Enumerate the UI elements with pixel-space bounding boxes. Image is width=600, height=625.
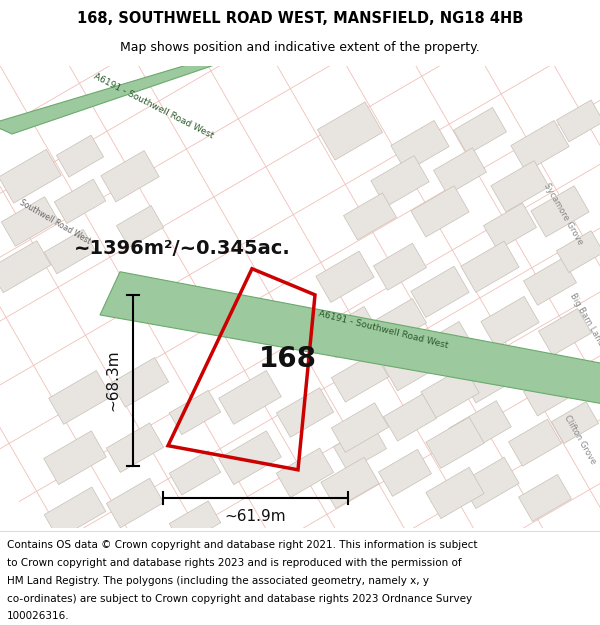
Polygon shape: [0, 241, 51, 292]
Polygon shape: [321, 458, 379, 509]
Polygon shape: [116, 206, 164, 248]
Polygon shape: [169, 451, 221, 495]
Polygon shape: [426, 468, 484, 519]
Polygon shape: [321, 306, 379, 358]
Polygon shape: [169, 390, 221, 435]
Polygon shape: [481, 296, 539, 348]
Polygon shape: [383, 394, 436, 441]
Polygon shape: [379, 449, 431, 496]
Polygon shape: [426, 417, 484, 468]
Text: ~61.9m: ~61.9m: [224, 509, 286, 524]
Text: ~68.3m: ~68.3m: [106, 349, 121, 411]
Polygon shape: [277, 388, 334, 438]
Polygon shape: [344, 193, 397, 240]
Polygon shape: [416, 321, 474, 372]
Polygon shape: [461, 458, 519, 509]
Polygon shape: [106, 478, 164, 528]
Polygon shape: [374, 299, 427, 346]
Text: Sycamore Grove: Sycamore Grove: [542, 182, 584, 247]
Polygon shape: [391, 121, 449, 172]
Polygon shape: [54, 179, 106, 224]
Polygon shape: [531, 186, 589, 237]
Polygon shape: [461, 241, 519, 292]
Polygon shape: [101, 151, 159, 202]
Text: 100026316.: 100026316.: [7, 611, 70, 621]
Text: 168, SOUTHWELL ROAD WEST, MANSFIELD, NG18 4HB: 168, SOUTHWELL ROAD WEST, MANSFIELD, NG1…: [77, 11, 523, 26]
Polygon shape: [484, 203, 536, 250]
Polygon shape: [509, 419, 562, 466]
Polygon shape: [449, 401, 511, 454]
Text: HM Land Registry. The polygons (including the associated geometry, namely x, y: HM Land Registry. The polygons (includin…: [7, 576, 429, 586]
Polygon shape: [106, 423, 164, 472]
Text: Contains OS data © Crown copyright and database right 2021. This information is : Contains OS data © Crown copyright and d…: [7, 540, 478, 550]
Polygon shape: [556, 231, 600, 272]
Polygon shape: [331, 352, 389, 402]
Polygon shape: [277, 448, 334, 498]
Polygon shape: [169, 501, 221, 545]
Text: co-ordinates) are subject to Crown copyright and database rights 2023 Ordnance S: co-ordinates) are subject to Crown copyr…: [7, 594, 472, 604]
Polygon shape: [49, 371, 112, 424]
Polygon shape: [556, 100, 600, 142]
Text: Southwell Road West: Southwell Road West: [18, 198, 92, 246]
Polygon shape: [44, 487, 106, 539]
Polygon shape: [44, 431, 106, 484]
Polygon shape: [374, 243, 427, 290]
Polygon shape: [511, 121, 569, 172]
Polygon shape: [0, 149, 61, 203]
Polygon shape: [218, 371, 281, 424]
Text: A6191 - Southwell Road West: A6191 - Southwell Road West: [318, 309, 449, 351]
Polygon shape: [524, 369, 577, 416]
Text: ~1396m²/~0.345ac.: ~1396m²/~0.345ac.: [74, 239, 290, 258]
Polygon shape: [524, 258, 577, 305]
Text: Map shows position and indicative extent of the property.: Map shows position and indicative extent…: [120, 41, 480, 54]
Polygon shape: [56, 135, 104, 177]
Polygon shape: [454, 107, 506, 154]
Polygon shape: [383, 344, 436, 391]
Text: Big Barn Lane: Big Barn Lane: [568, 291, 600, 347]
Polygon shape: [551, 402, 599, 444]
Polygon shape: [334, 424, 386, 471]
Text: to Crown copyright and database rights 2023 and is reproduced with the permissio: to Crown copyright and database rights 2…: [7, 558, 462, 568]
Polygon shape: [461, 352, 519, 403]
Polygon shape: [491, 161, 549, 212]
Polygon shape: [317, 102, 383, 160]
Polygon shape: [331, 403, 389, 452]
Polygon shape: [434, 148, 487, 195]
Polygon shape: [44, 229, 96, 274]
Polygon shape: [421, 367, 479, 418]
Polygon shape: [316, 251, 374, 302]
Polygon shape: [371, 156, 429, 207]
Text: Clifton Grove: Clifton Grove: [562, 414, 598, 466]
Polygon shape: [0, 54, 248, 134]
Text: 168: 168: [259, 345, 317, 373]
Polygon shape: [411, 186, 469, 237]
Polygon shape: [411, 266, 469, 318]
Polygon shape: [1, 197, 59, 246]
Polygon shape: [112, 357, 169, 407]
Polygon shape: [518, 474, 571, 521]
Polygon shape: [100, 272, 600, 406]
Polygon shape: [218, 431, 281, 484]
Text: A6191 - Southwell Road West: A6191 - Southwell Road West: [92, 71, 215, 140]
Polygon shape: [539, 309, 592, 356]
